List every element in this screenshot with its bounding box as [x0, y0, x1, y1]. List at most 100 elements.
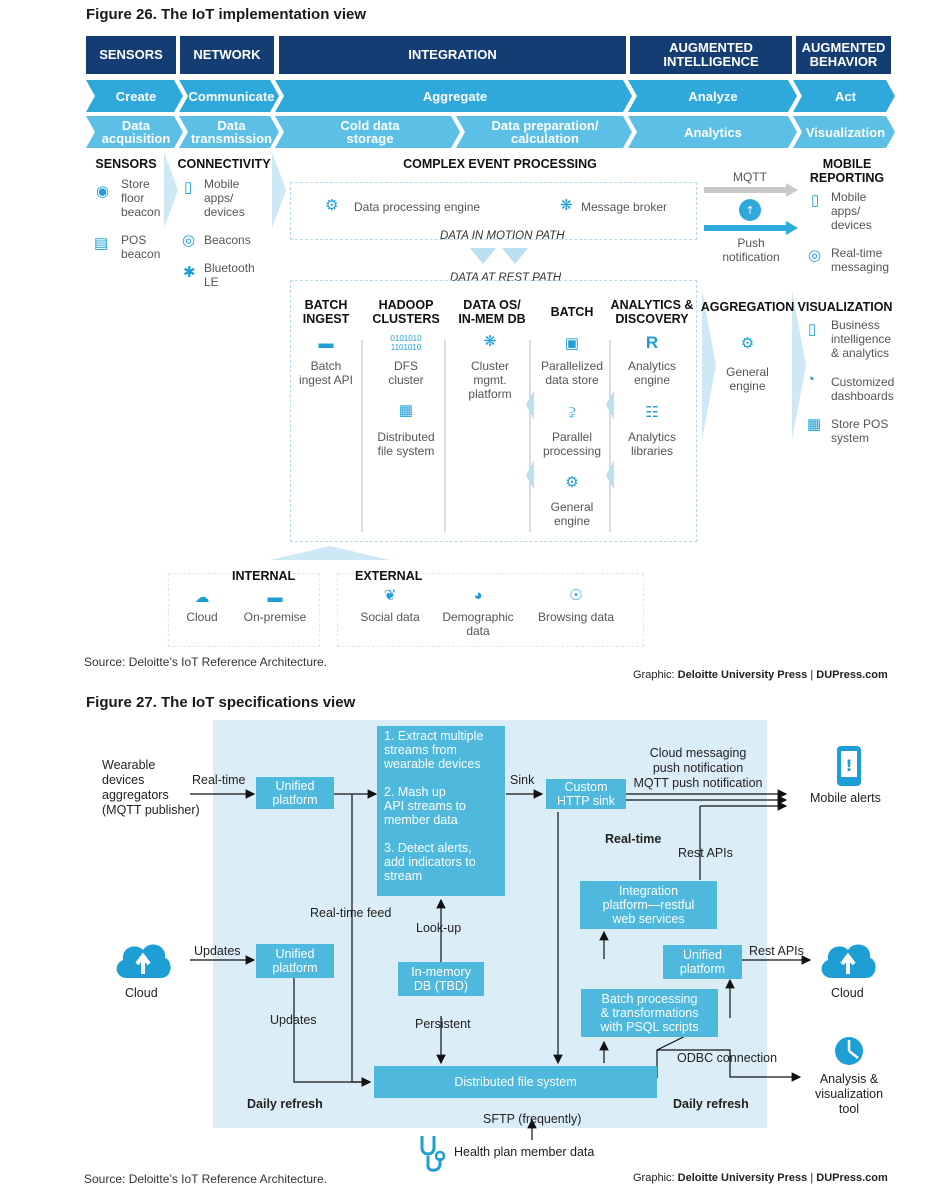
health-plan-data-label: Health plan member data — [454, 1145, 595, 1159]
odbc-connection-label: ODBC connection — [677, 1051, 778, 1065]
step-create: Create — [115, 88, 157, 104]
gear-icon: ⚙ — [325, 197, 339, 214]
figure-26-title: Figure 26. The IoT implementation view — [86, 6, 367, 23]
visualization-title: VISUALIZATION — [797, 300, 893, 314]
data-in-motion-path-label: DATA IN MOTION PATH — [440, 230, 565, 242]
aggregation-title: AGGREGATION — [700, 300, 795, 314]
rest-apis-top-label: Rest APIs — [678, 846, 733, 860]
updates-lower-label: Updates — [270, 1013, 317, 1027]
aggregation-gear-icon: ⚙ — [740, 335, 755, 352]
analysis-pie-icon — [835, 1037, 863, 1065]
credit-sep: | — [810, 669, 814, 681]
batch-ingest-api-label: Batch ingest API — [298, 359, 354, 387]
distributed-file-system: Distributed file system — [374, 1066, 657, 1098]
analytics-libraries-label: Analytics libraries — [627, 430, 677, 458]
batch-general-engine-label: General engine — [550, 500, 594, 528]
shopping-cart-icon: ▦ — [807, 416, 822, 433]
cloud-upload-icon-right — [821, 944, 876, 978]
integration-platform: Integration platform—restful web service… — [580, 881, 717, 929]
process-chevrons — [86, 80, 895, 148]
cloud-left-label: Cloud — [125, 986, 158, 1000]
fig26-graphic-credit: Graphic: Deloitte University Press | DUP… — [633, 669, 888, 681]
data-os-title: DATA OS/ IN-MEM DB — [458, 298, 526, 326]
pos-terminal-icon: ▤ — [94, 235, 109, 252]
flow-arrows — [190, 789, 812, 1140]
mobile-reporting-mobile-label: Mobile apps/ devices — [831, 190, 872, 232]
hadoop-clusters-title: HADOOP CLUSTERS — [372, 298, 440, 326]
store-pos-system-label: Store POS system — [831, 417, 889, 445]
aggregation-general-engine-label: General engine — [726, 365, 769, 393]
analysis-visualization-label: Analysis & visualization tool — [814, 1072, 884, 1116]
cluster-mgmt-platform-label: Cluster mgmt. platform — [468, 359, 512, 401]
hierarchy-icon: ☷ — [645, 404, 659, 421]
step-aggregate: Aggregate — [422, 88, 488, 104]
message-broker-label: Message broker — [581, 200, 668, 214]
social-data-label: Social data — [360, 610, 420, 624]
step-communicate: Communicate — [188, 88, 275, 104]
section-separators — [164, 152, 806, 440]
store-floor-beacon-label: Store floor beacon — [121, 177, 161, 219]
browsing-data-label: Browsing data — [537, 610, 615, 624]
globe-icon: ☉ — [569, 587, 583, 604]
fig26-source: Source: Deloitte’s IoT Reference Archite… — [84, 655, 328, 669]
step-visualization: Visualization — [805, 124, 886, 140]
server-icon: ▬ — [267, 589, 283, 606]
beacon-signal-icon: ◎ — [182, 232, 196, 249]
realtime-messaging-label: Real-time messaging — [831, 246, 890, 274]
mobile-alerts-label: Mobile alerts — [810, 791, 881, 805]
internal-box — [168, 573, 320, 647]
header-integration: INTEGRATION — [279, 36, 626, 74]
cluster-network-icon: ❋ — [483, 333, 497, 350]
twitter-bird-icon: ❦ — [383, 587, 397, 604]
mobile-phone-icon: ▯ — [811, 192, 820, 209]
header-sensors: SENSORS — [86, 36, 176, 74]
r-language-icon: R — [645, 333, 659, 352]
credit-sep-2: | — [810, 1172, 814, 1184]
mqtt-label: MQTT — [733, 170, 767, 184]
svg-text:!: ! — [845, 756, 852, 775]
external-box — [337, 573, 644, 647]
on-premise-label: On-premise — [243, 610, 307, 624]
pos-beacon-label: POS beacon — [121, 233, 161, 261]
step-analyze: Analyze — [688, 88, 738, 104]
usb-ingest-icon: ▬ — [318, 335, 334, 352]
data-in-motion-box — [290, 182, 697, 240]
credit-site: DUPress.com — [816, 669, 888, 681]
mqtt-push-arrows: ↑ — [704, 183, 798, 235]
cep-title: COMPLEX EVENT PROCESSING — [403, 157, 597, 171]
bluetooth-icon: ✱ — [183, 264, 196, 281]
unified-platform-realtime: Unified platform — [256, 777, 334, 809]
unified-platform-updates: Unified platform — [256, 944, 334, 978]
pie-chart-icon: ◕ — [473, 587, 483, 604]
step-act: Act — [835, 88, 856, 104]
credit-prefix-2: Graphic: — [633, 1172, 678, 1184]
realtime-feed-label: Real-time feed — [310, 906, 392, 920]
parallelized-data-store-label: Parallelized data store — [540, 359, 604, 387]
in-memory-db: In-memory DB (TBD) — [398, 962, 484, 996]
demographic-data-label: Demographic data — [442, 610, 514, 638]
realtime-input-label: Real-time — [192, 773, 246, 787]
stethoscope-icon — [420, 1136, 446, 1172]
step-data-transmission: Data transmission — [191, 118, 272, 146]
location-pin-icon: ◉ — [96, 183, 110, 200]
mobile-alert-icon: ! — [837, 746, 861, 786]
sink-label: Sink — [510, 773, 535, 787]
push-notification-label: Push notification — [722, 236, 780, 264]
figure-27-title: Figure 27. The IoT specifications view — [86, 694, 356, 711]
connectivity-title: CONNECTIVITY — [177, 157, 271, 171]
cloud-icon: ☁ — [194, 589, 210, 606]
analytics-engine-label: Analytics engine — [627, 359, 677, 387]
step-analytics: Analytics — [684, 124, 742, 140]
upward-wedge — [270, 546, 390, 560]
header-network: NETWORK — [180, 36, 274, 74]
mobile-device-icon: ▯ — [184, 179, 193, 196]
cloud-upload-icon-left — [116, 944, 171, 978]
engine-gear-icon: ⚙ — [565, 474, 579, 491]
batch-title: BATCH — [550, 305, 594, 319]
realtime-bold-label: Real-time — [605, 832, 662, 846]
cloud-messaging-label: Cloud messaging push notification MQTT p… — [633, 746, 763, 790]
processing-steps-box: 1. Extract multiple streams from wearabl… — [377, 726, 505, 896]
header-augmented-intelligence: AUGMENTED INTELLIGENCE — [630, 36, 792, 74]
business-intelligence-label: Business intelligence & analytics — [831, 318, 892, 360]
column-dividers — [361, 340, 614, 532]
